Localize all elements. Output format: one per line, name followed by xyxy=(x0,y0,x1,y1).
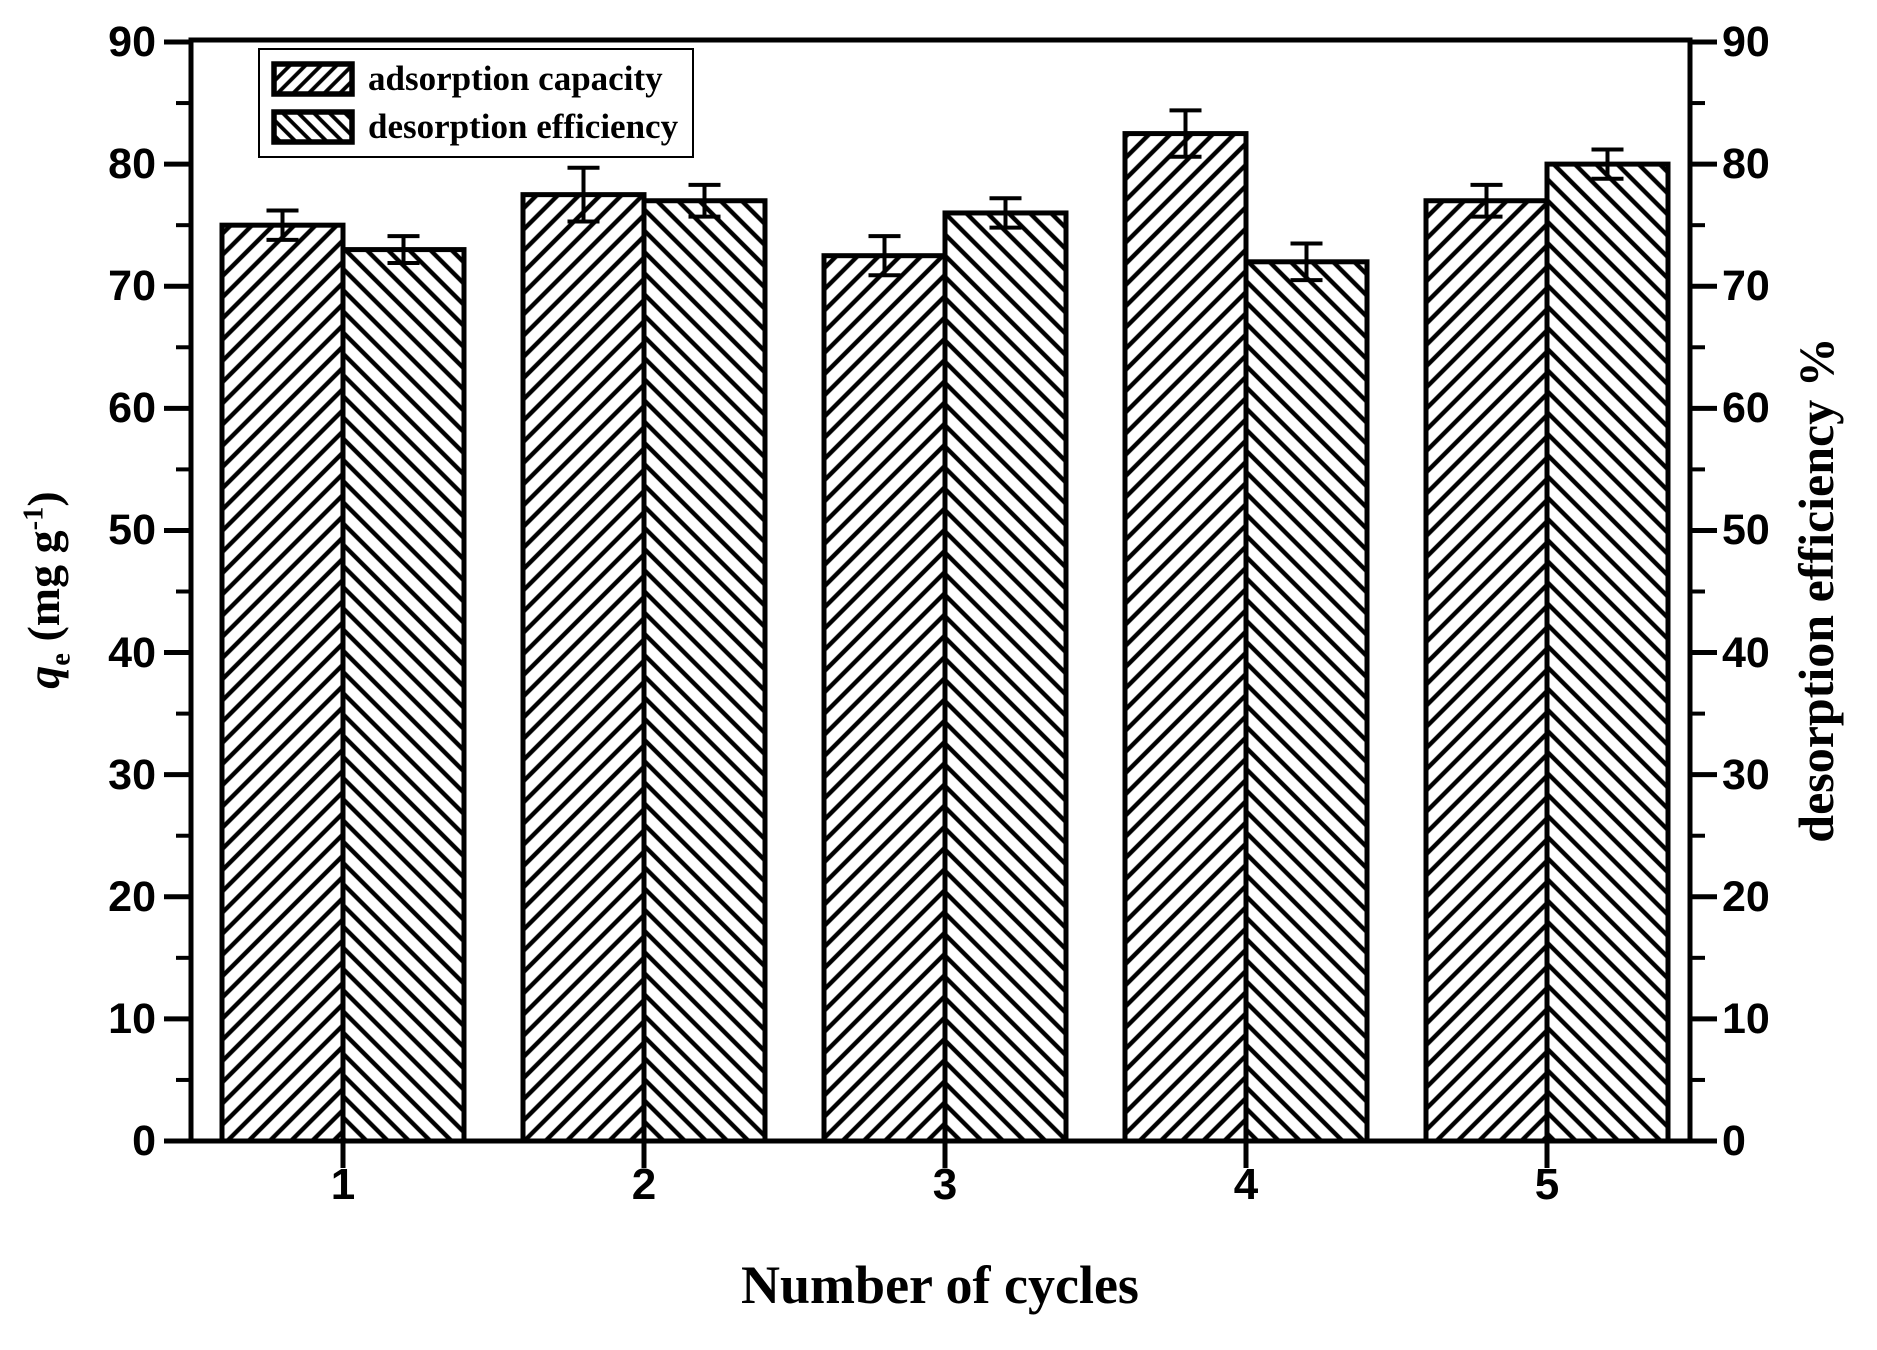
bar-adsorption-cycle-5 xyxy=(1423,198,1550,1144)
legend-item-desorption: desorption efficiency xyxy=(271,106,692,146)
unit-open: (mg g xyxy=(18,530,70,654)
bar-adsorption-cycle-1 xyxy=(219,222,346,1144)
unit-exponent: -1 xyxy=(18,506,50,531)
qe-subscript: e xyxy=(45,653,77,666)
unit-close: ) xyxy=(18,491,70,507)
legend-label-adsorption: adsorption capacity xyxy=(368,59,663,99)
plot-frame xyxy=(188,37,1693,1144)
bar-adsorption-cycle-2 xyxy=(520,192,647,1144)
y-axis-title-right: desorption efficiency % xyxy=(1788,337,1844,843)
legend-label-desorption: desorption efficiency xyxy=(368,106,679,146)
bar-adsorption-cycle-3 xyxy=(821,253,948,1144)
bar-desorption-cycle-3 xyxy=(942,210,1069,1144)
x-axis-title: Number of cycles xyxy=(741,1255,1139,1315)
desorption-hatch-swatch xyxy=(271,108,355,145)
bar-desorption-cycle-5 xyxy=(1544,161,1671,1144)
adsorption-hatch-swatch xyxy=(271,61,355,98)
bar-adsorption-cycle-4 xyxy=(1122,131,1249,1144)
bar-desorption-cycle-4 xyxy=(1243,259,1370,1144)
bar-desorption-cycle-2 xyxy=(641,198,768,1144)
bar-desorption-cycle-1 xyxy=(340,247,467,1144)
qe-symbol: q xyxy=(18,665,70,689)
legend: adsorption capacity desorption efficienc… xyxy=(258,48,694,158)
legend-item-adsorption: adsorption capacity xyxy=(271,59,692,99)
y-axis-title-left: qe (mg g-1) xyxy=(11,491,86,688)
